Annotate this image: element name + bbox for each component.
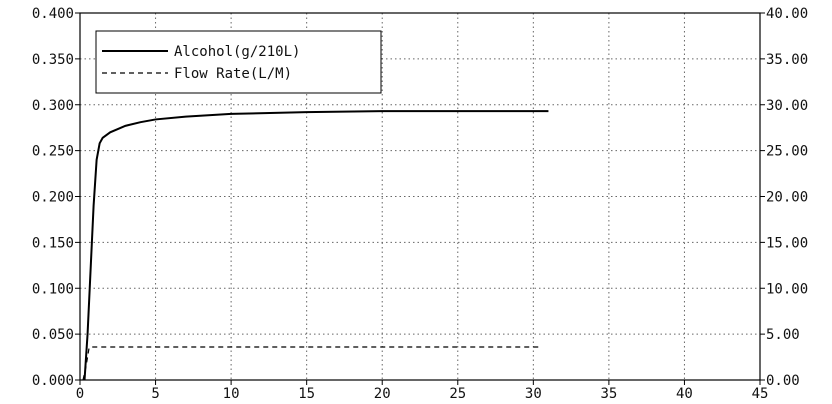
y-tick-label-left: 0.350	[32, 52, 74, 68]
y-tick-label-right: 20.00	[766, 190, 808, 206]
x-tick-label: 25	[449, 386, 466, 402]
y-tick-label-right: 30.00	[766, 98, 808, 114]
y-tick-label-left: 0.000	[32, 373, 74, 389]
y-tick-label-left: 0.050	[32, 327, 74, 343]
y-tick-label-right: 35.00	[766, 52, 808, 68]
x-tick-label: 45	[752, 386, 769, 402]
legend-label-alcohol: Alcohol(g/210L)	[174, 44, 300, 60]
x-tick-label: 10	[223, 386, 240, 402]
y-tick-label-left: 0.100	[32, 281, 74, 297]
x-tick-label: 0	[76, 386, 84, 402]
axes	[75, 12, 765, 385]
x-tick-label: 5	[151, 386, 159, 402]
x-tick-label: 15	[298, 386, 315, 402]
y-tick-label-left: 0.250	[32, 144, 74, 160]
tick-labels: 0 5 10 15 20 25 30 35 40 45 0.000 0.050 0.100 0.150 0.…	[32, 6, 808, 402]
y-tick-label-left: 0.150	[32, 235, 74, 251]
x-tick-label: 30	[525, 386, 542, 402]
y-tick-label-right: 0.00	[766, 373, 800, 389]
plot-frame	[79, 12, 761, 381]
y-tick-label-right: 10.00	[766, 281, 808, 297]
y-tick-label-right: 15.00	[766, 235, 808, 251]
series-line-flow-rate	[82, 346, 541, 381]
legend-label-flow-rate: Flow Rate(L/M)	[174, 66, 292, 82]
y-tick-label-left: 0.200	[32, 190, 74, 206]
y-tick-label-right: 40.00	[766, 6, 808, 22]
x-tick-label: 20	[374, 386, 391, 402]
x-tick-label: 35	[600, 386, 617, 402]
series-line-alcohol	[83, 110, 549, 381]
y-tick-label-left: 0.300	[32, 98, 74, 114]
x-tick-label: 40	[676, 386, 693, 402]
y-tick-label-left: 0.400	[32, 6, 74, 22]
legend: Alcohol(g/210L) Flow Rate(L/M)	[95, 30, 382, 94]
series-lines	[82, 110, 549, 381]
y-tick-label-right: 5.00	[766, 327, 800, 343]
y-tick-label-right: 25.00	[766, 144, 808, 160]
legend-box	[95, 30, 382, 94]
